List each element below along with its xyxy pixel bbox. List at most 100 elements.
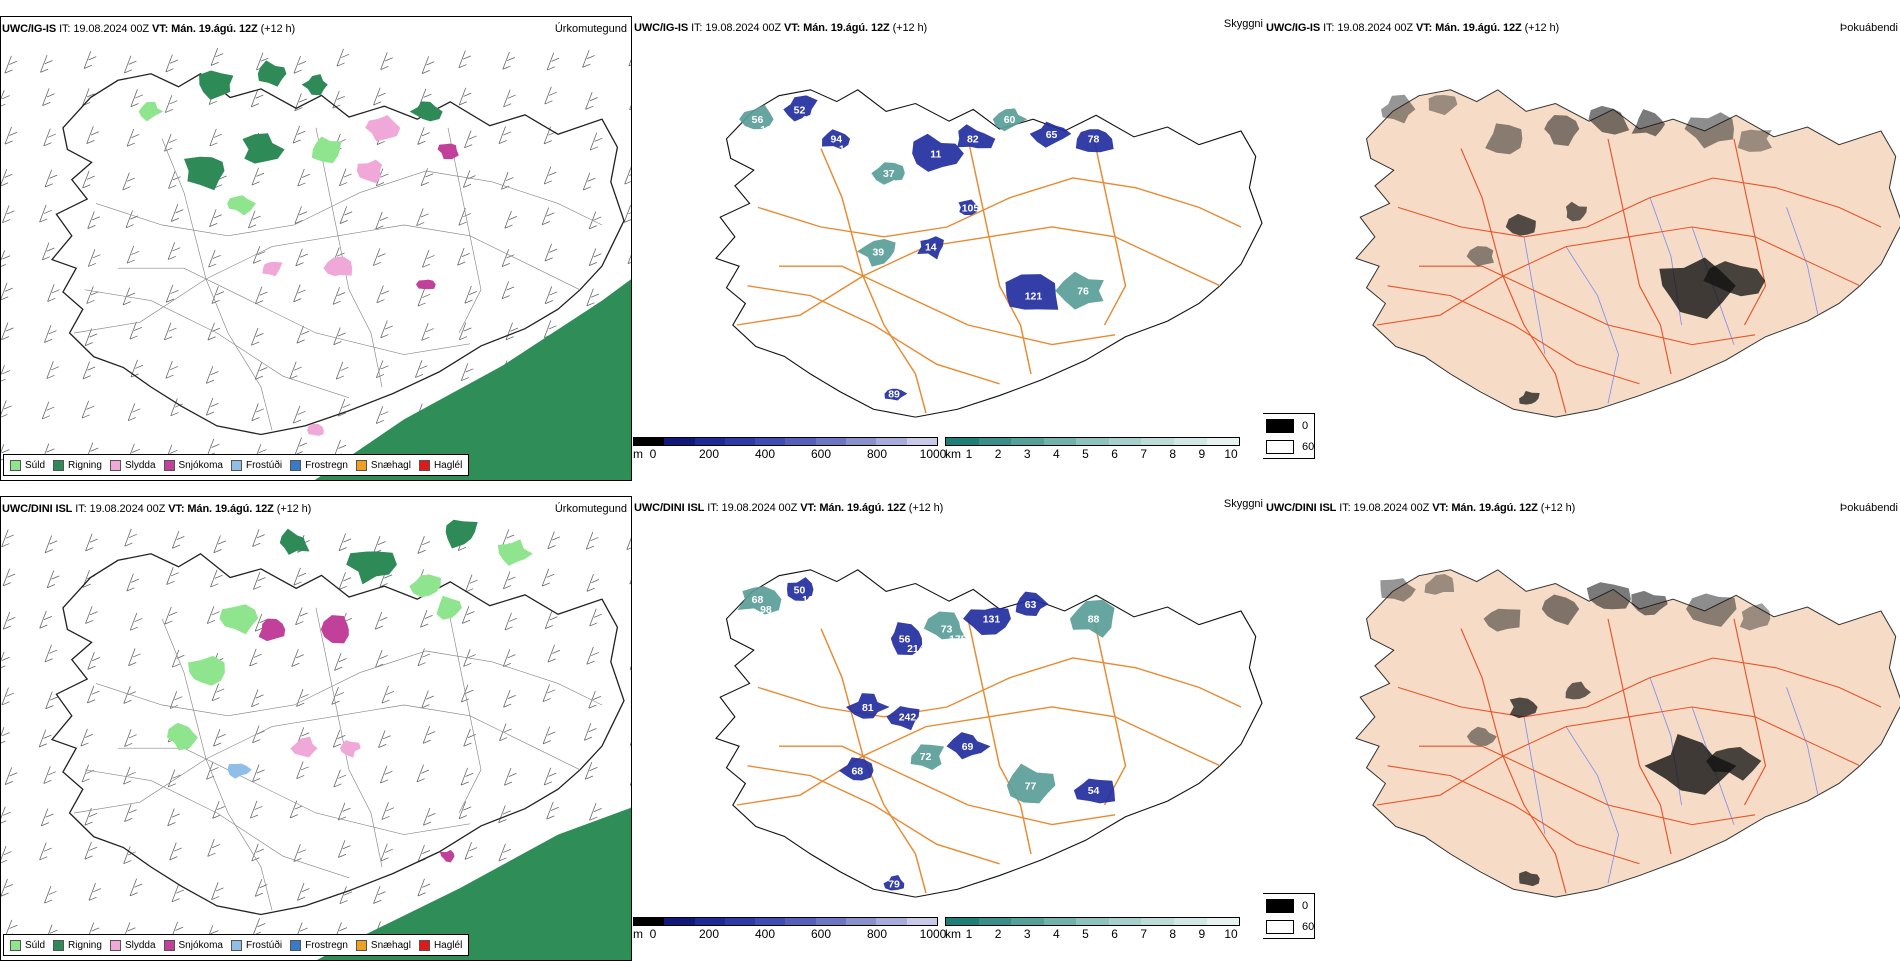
wind-barb	[585, 531, 599, 550]
road	[1387, 765, 1640, 865]
precip-type-panel: UWC/DINI ISL IT: 19.08.2024 00Z VT: Mán.…	[0, 496, 632, 961]
wind-barb	[164, 95, 178, 113]
fog-indicator-area	[1544, 114, 1580, 146]
wind-barb	[128, 648, 141, 667]
wind-barb	[84, 328, 98, 347]
colorbar-tick: 10	[1224, 927, 1238, 941]
wind-barb	[2, 205, 15, 224]
wind-barb	[82, 170, 95, 189]
road	[1502, 275, 1567, 414]
wind-barb	[504, 612, 518, 631]
wind-barb	[463, 649, 476, 667]
precip-area	[497, 539, 533, 566]
wind-barb	[169, 842, 182, 861]
legend-label: Haglél	[433, 939, 463, 951]
wind-barb	[504, 210, 518, 229]
visibility-value-label: 65	[1046, 130, 1058, 141]
precip-panel-title: UWC/IG-IS IT: 19.08.2024 00Z VT: Mán. 19…	[2, 23, 296, 35]
wind-barb	[585, 91, 598, 110]
colorbar-segment	[815, 438, 847, 445]
wind-barb	[628, 59, 631, 67]
wind-barb	[543, 767, 557, 786]
fog-area	[992, 108, 1028, 132]
legend-item: Slydda	[109, 459, 156, 471]
wind-barb	[209, 128, 223, 147]
wind-barb	[338, 533, 352, 552]
wind-barb	[124, 729, 137, 747]
wind-barb	[630, 706, 631, 708]
fog-indicator-area	[1541, 594, 1580, 626]
legend-swatch	[418, 939, 430, 951]
legend-swatch	[53, 939, 65, 951]
wind-barb	[293, 844, 307, 862]
visibility-value-label: 105	[760, 125, 778, 136]
visibility-panel-type-label: Skyggni	[1223, 498, 1263, 510]
wind-barb	[373, 886, 386, 904]
wind-barb	[337, 802, 351, 821]
fog-indicator-map	[1355, 89, 1900, 418]
wind-barb	[417, 127, 430, 145]
wind-barb	[458, 322, 472, 341]
colorbar-segment	[946, 438, 979, 445]
fog-area	[883, 874, 905, 891]
visibility-value-label: 39	[872, 248, 884, 259]
wind-barb	[251, 689, 264, 708]
legend-label: Snjókoma	[178, 459, 223, 471]
wind-barb	[252, 917, 266, 936]
fog-area	[884, 388, 908, 401]
iceland-outline	[715, 89, 1263, 418]
wind-barb	[499, 723, 512, 742]
visibility-value-label: 112	[891, 179, 908, 190]
ocean-precip-area	[317, 807, 631, 960]
wind-barb	[629, 579, 631, 585]
wind-barb	[84, 807, 98, 826]
road	[1418, 745, 1756, 826]
precip-area	[242, 133, 285, 164]
wind-barb	[44, 169, 58, 188]
wind-barb	[458, 87, 472, 106]
wind-barb	[373, 535, 386, 554]
colorbar-segment	[1108, 438, 1142, 445]
fog-indicator-area	[1466, 726, 1497, 746]
colorbar-tick: 1000	[919, 927, 947, 941]
wind-barb	[165, 360, 179, 379]
legend-swatch	[163, 459, 175, 471]
wind-barb	[339, 168, 352, 187]
fog-area	[963, 607, 1011, 635]
wind-barb	[542, 684, 556, 703]
colorbar-segment	[1173, 918, 1207, 925]
colorbar-tick: 2	[994, 927, 1002, 941]
wind-barb	[583, 722, 597, 741]
fog-area	[923, 611, 966, 640]
wind-barb	[130, 89, 144, 108]
wind-barb	[1, 322, 14, 341]
wind-barb	[546, 801, 559, 820]
wind-barb	[421, 323, 434, 341]
wind-barb	[164, 133, 177, 152]
road	[862, 275, 927, 414]
wind-barb	[505, 322, 519, 341]
wind-barb	[296, 688, 309, 707]
colorbar-segment	[1206, 918, 1240, 925]
colorbar-segment	[978, 438, 1012, 445]
wind-barb	[41, 242, 55, 261]
wind-barb	[296, 325, 310, 344]
precip-panel-type-label: Úrkomutegund	[554, 503, 627, 515]
precip-area	[262, 261, 283, 277]
legend-swatch	[230, 939, 242, 951]
colorbar-tick: 8	[1169, 927, 1177, 941]
wind-barb	[1, 878, 14, 897]
precip-area	[445, 519, 478, 549]
legend-swatch	[10, 939, 21, 951]
wind-barb	[129, 321, 143, 340]
fog-indicator-area	[1644, 733, 1737, 795]
fog-indicator-area	[1424, 574, 1455, 595]
precip-area	[346, 551, 397, 585]
wind-barb	[289, 800, 303, 819]
wind-barb	[292, 405, 306, 424]
wind-barb	[86, 286, 99, 304]
colorbar-tick: 400	[754, 927, 776, 941]
road	[458, 235, 482, 334]
wind-barb	[294, 437, 308, 456]
fog-area	[1006, 763, 1056, 804]
